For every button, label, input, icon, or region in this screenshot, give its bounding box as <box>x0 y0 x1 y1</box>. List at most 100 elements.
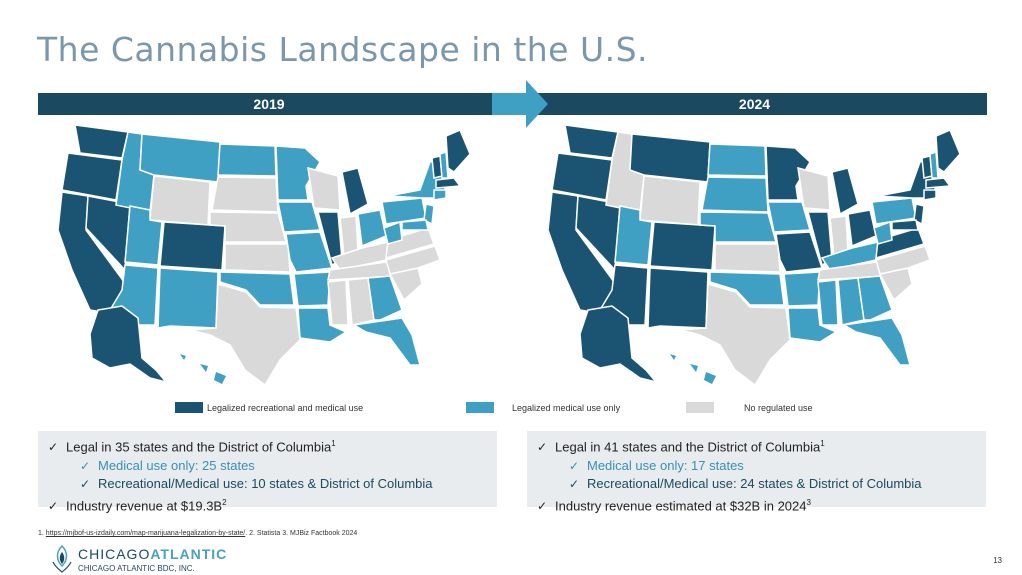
checkmark-icon: ✓ <box>537 440 548 455</box>
state-hi-2 <box>200 364 208 372</box>
state-wy <box>639 175 701 226</box>
legend-label-recreational: Legalized recreational and medical use <box>207 403 364 413</box>
checkmark-icon: ✓ <box>569 458 580 473</box>
state-hi-2 <box>690 364 698 372</box>
state-co <box>649 221 716 271</box>
state-hi-3 <box>704 372 716 384</box>
page-number: 13 <box>993 556 1002 565</box>
state-me <box>935 129 961 173</box>
legend-swatch-medical <box>466 402 494 413</box>
state-mt <box>139 133 221 183</box>
slide-title: The Cannabis Landscape in the U.S. <box>37 30 649 69</box>
state-ok <box>219 271 295 306</box>
state-ia <box>767 201 811 233</box>
state-ma <box>925 177 952 189</box>
state-ne <box>209 211 287 243</box>
state-ak <box>89 305 169 384</box>
legend-swatch-recreational <box>175 402 203 413</box>
state-mo <box>775 231 824 273</box>
panel-line-medical: ✓ Medical use only: 17 states <box>537 457 976 476</box>
checkmark-icon: ✓ <box>48 499 59 514</box>
state-mt <box>629 133 711 183</box>
state-ct <box>433 189 447 201</box>
panel-line-states: ✓ Legal in 35 states and the District of … <box>48 435 487 457</box>
summary-panel-2024: ✓ Legal in 41 states and the District of … <box>527 431 986 513</box>
state-mi <box>831 167 859 216</box>
state-wa <box>564 124 619 159</box>
state-oh <box>357 209 387 248</box>
state-mn <box>275 145 321 201</box>
panel-line-revenue: ✓ Industry revenue estimated at $32B in 2… <box>537 494 976 516</box>
us-map-2024 <box>547 124 961 387</box>
us-map-2019 <box>57 124 471 387</box>
state-ok <box>709 271 785 306</box>
state-ga <box>857 275 893 321</box>
state-tx <box>679 283 791 387</box>
state-nc <box>385 245 441 275</box>
state-ct <box>923 189 937 201</box>
state-ar <box>293 271 331 307</box>
state-ne <box>699 211 777 243</box>
panel-line-recreational: ✓ Recreational/Medical use: 10 states & D… <box>48 475 487 494</box>
state-sd <box>211 176 279 213</box>
state-va <box>875 227 925 260</box>
state-md <box>891 219 919 231</box>
state-wv <box>873 220 893 245</box>
state-la <box>787 307 838 343</box>
state-nd <box>707 143 767 177</box>
checkmark-icon: ✓ <box>80 458 91 473</box>
state-mi <box>341 167 369 216</box>
state-sd <box>701 176 769 213</box>
checkmark-icon: ✓ <box>80 477 91 492</box>
panel-line-medical: ✓ Medical use only: 25 states <box>48 457 487 476</box>
state-mo <box>285 231 334 273</box>
state-ak <box>579 305 659 384</box>
company-logo: CHICAGOATLANTIC CHICAGO ATLANTIC BDC, IN… <box>50 544 250 574</box>
state-nj <box>423 203 435 226</box>
state-fl <box>841 317 911 366</box>
state-nj <box>913 203 925 226</box>
state-ut <box>614 205 653 266</box>
leaf-logo-icon <box>52 544 72 573</box>
state-nm <box>157 267 219 329</box>
progress-arrow-icon <box>492 80 548 128</box>
checkmark-icon: ✓ <box>48 440 59 455</box>
state-nd <box>217 143 277 177</box>
state-md <box>401 219 429 231</box>
state-mn <box>765 145 811 201</box>
state-tx <box>189 283 301 387</box>
state-wi <box>307 166 341 211</box>
state-nm <box>647 267 709 329</box>
state-ar <box>783 271 821 307</box>
summary-panel-2019: ✓ Legal in 35 states and the District of … <box>38 431 497 513</box>
panel-line-states: ✓ Legal in 41 states and the District of … <box>537 435 976 457</box>
checkmark-icon: ✓ <box>537 499 548 514</box>
legend-swatch-none <box>686 402 714 413</box>
state-co <box>159 221 226 271</box>
state-nc <box>875 245 931 275</box>
state-ia <box>277 201 321 233</box>
checkmark-icon: ✓ <box>569 477 580 492</box>
state-ut <box>124 205 163 266</box>
logo-subtitle: CHICAGO ATLANTIC BDC, INC. <box>78 564 195 573</box>
state-ms <box>327 279 349 326</box>
state-ks <box>224 243 291 273</box>
legend-label-none: No regulated use <box>744 403 813 413</box>
panel-line-revenue: ✓ Industry revenue at $19.3B2 <box>48 494 487 516</box>
state-hi-3 <box>214 372 226 384</box>
state-fl <box>351 317 421 366</box>
legend-label-medical: Legalized medical use only <box>512 403 621 413</box>
state-ks <box>714 243 781 273</box>
state-hi <box>670 354 676 360</box>
state-la <box>297 307 348 343</box>
source-link[interactable]: https://mjbof-us-izdaily.com/map-marijua… <box>45 530 246 537</box>
state-wy <box>149 175 211 226</box>
state-va <box>385 227 435 260</box>
state-oh <box>847 209 877 248</box>
panel-line-recreational: ✓ Recreational/Medical use: 24 states & D… <box>537 475 976 494</box>
footnote: 1. https://mjbof-us-izdaily.com/map-mari… <box>38 530 358 537</box>
state-me <box>445 129 471 173</box>
state-hi <box>180 354 186 360</box>
logo-wordmark: CHICAGOATLANTIC <box>78 546 228 562</box>
year-band-2019: 2019 <box>38 93 500 115</box>
